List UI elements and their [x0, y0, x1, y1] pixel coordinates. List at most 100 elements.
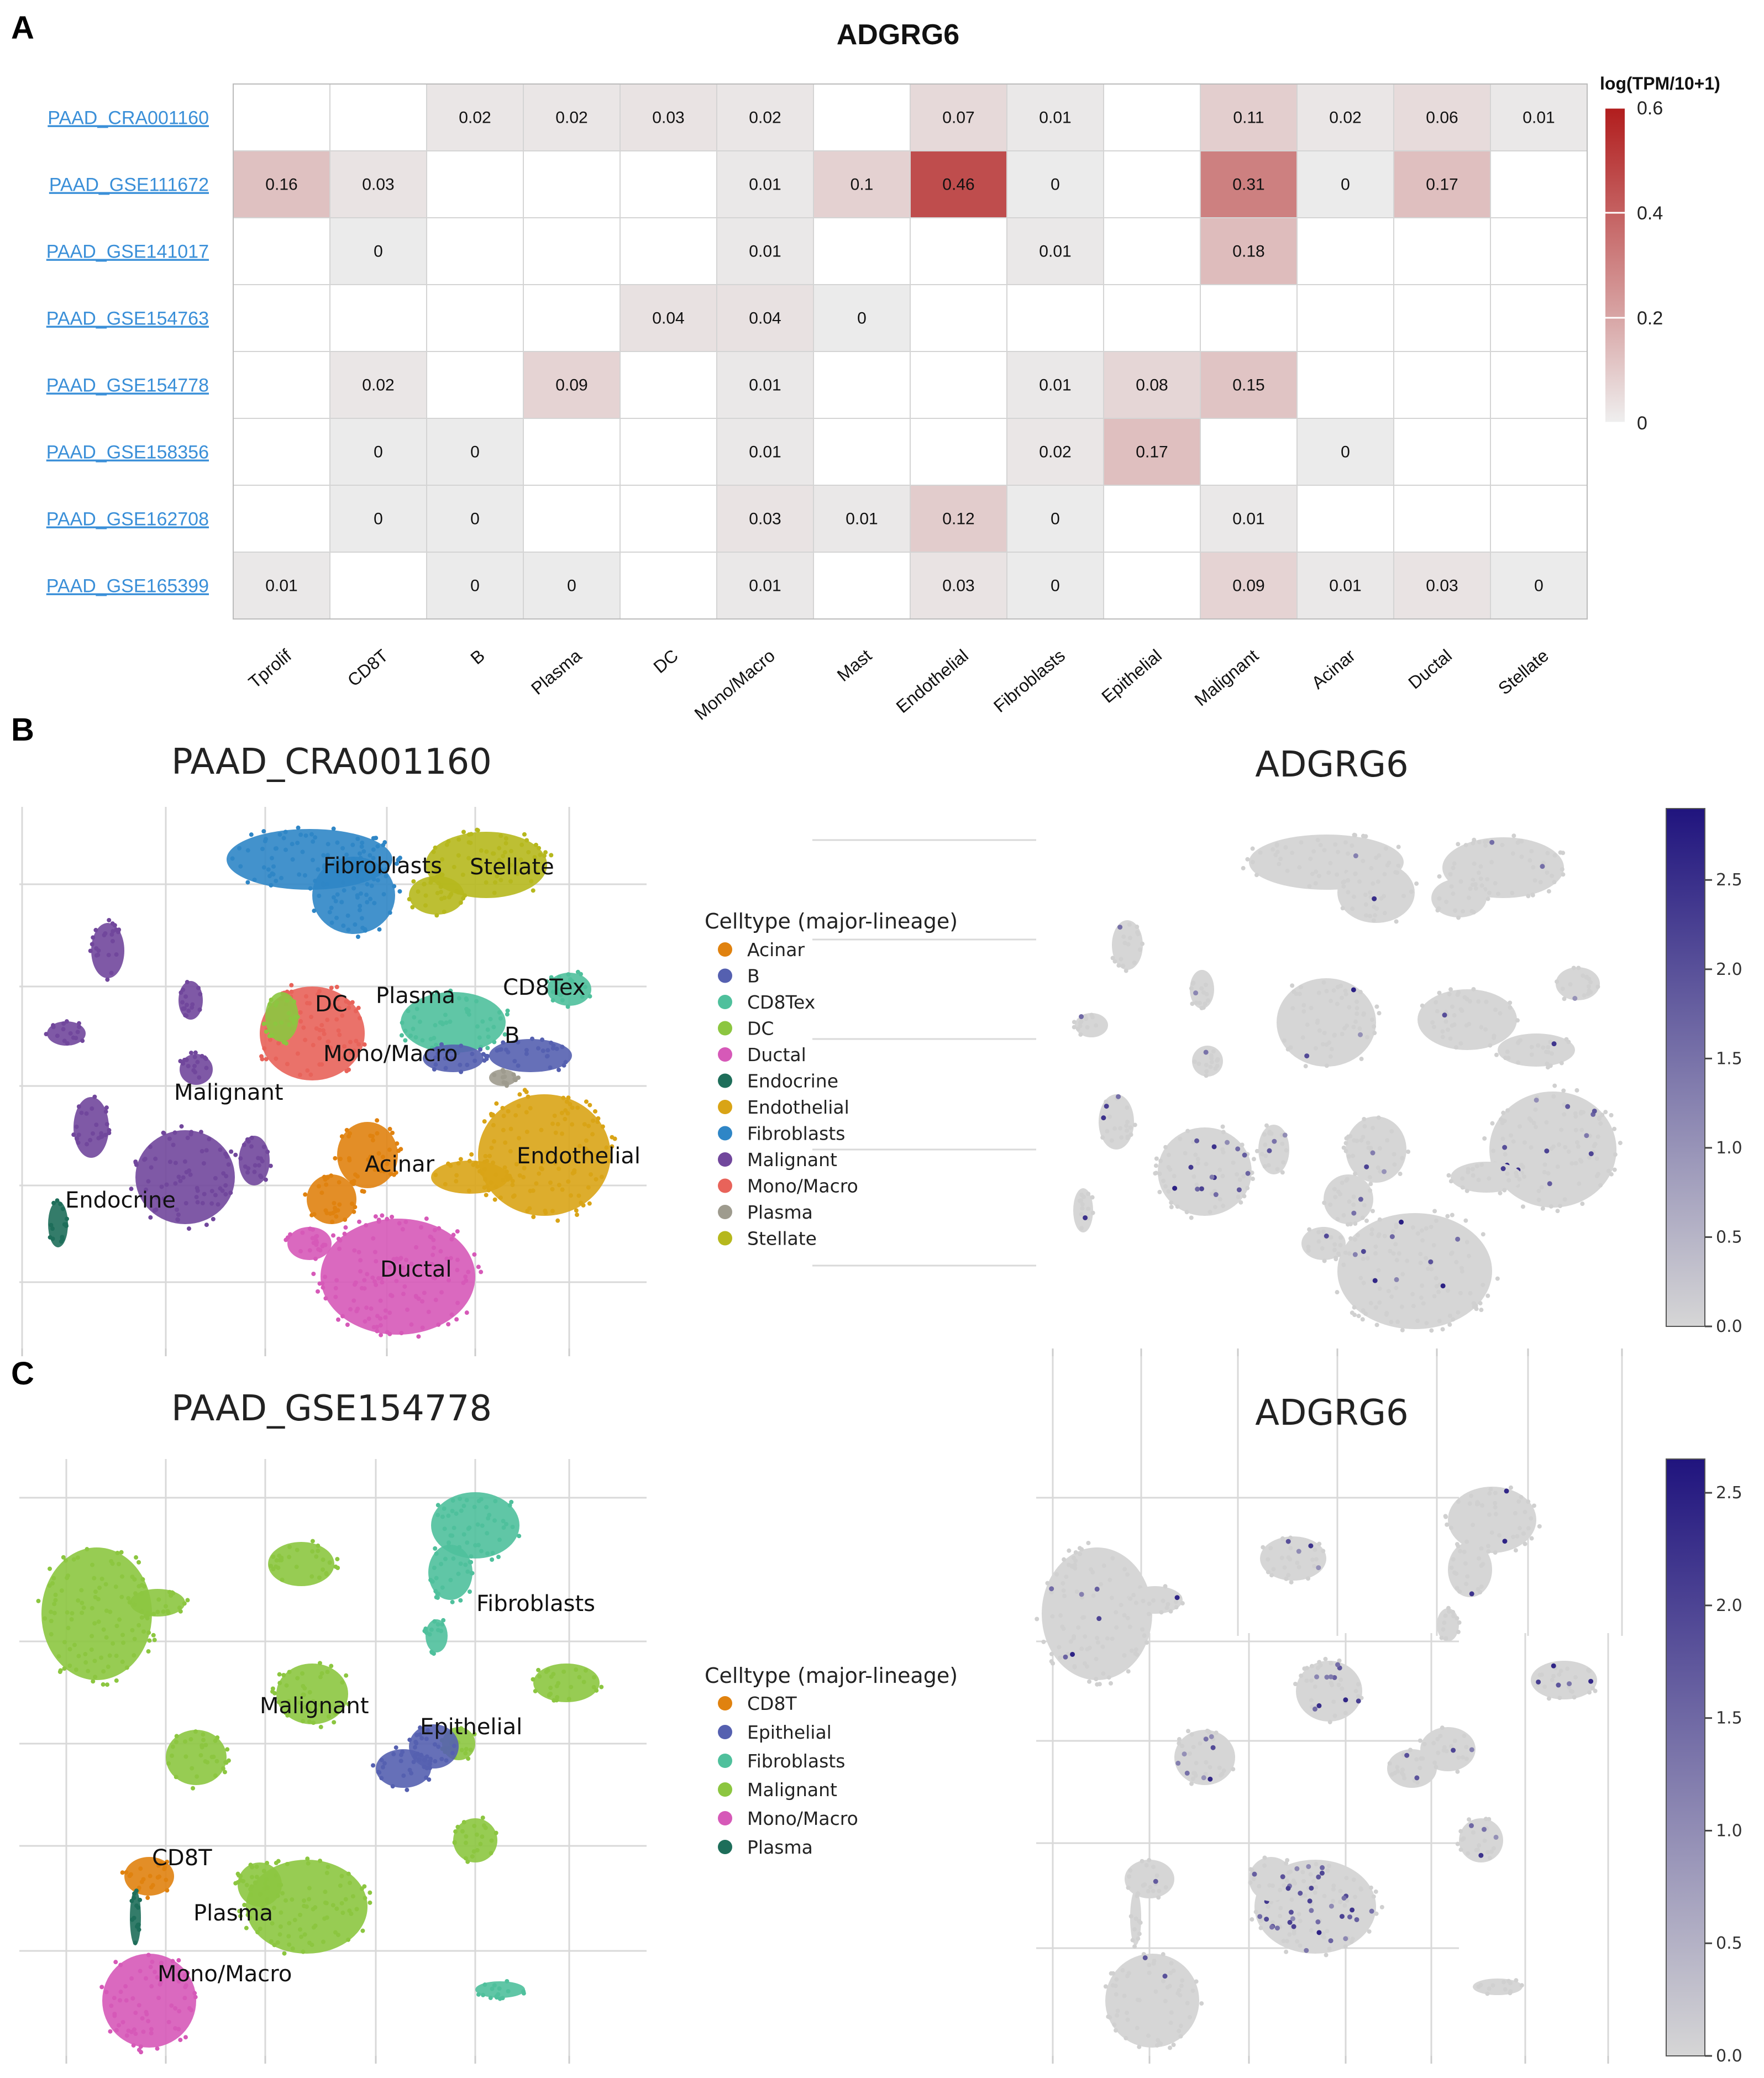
heatmap-row-label[interactable]: PAAD_GSE141017: [46, 242, 209, 263]
expression-cluster: [1277, 978, 1382, 1069]
heatmap-cell: [233, 485, 330, 553]
heatmap-cell: [813, 351, 911, 419]
heatmap-cell-value: 0: [1341, 443, 1350, 461]
umap-b-expr-gridlines: [812, 839, 1623, 1636]
heatmap-cell: [426, 485, 524, 553]
expr-b-colorbar-tick-label: 2.0: [1716, 960, 1742, 979]
heatmap-cell: [1490, 485, 1588, 553]
heatmap-cell: [1393, 351, 1491, 419]
cluster-label: Malignant: [174, 1080, 284, 1105]
umap-b-legend: Celltype (major-lineage) Acinar B CD8Tex DC…: [705, 909, 958, 1250]
heatmap-cell: [329, 552, 427, 620]
heatmap-cell: [1393, 418, 1491, 486]
heatmap-row-label[interactable]: PAAD_GSE162708: [46, 509, 209, 530]
heatmap-cell: [523, 485, 621, 553]
expr-b-colorbar-tick-label: 0.0: [1716, 1317, 1742, 1336]
heatmap-row-label[interactable]: PAAD_GSE154763: [46, 308, 209, 329]
cell-cluster: [469, 1088, 617, 1223]
heatmap-cell: [813, 217, 911, 285]
cell-cluster: [371, 1745, 433, 1792]
heatmap-row-label[interactable]: PAAD_GSE154778: [46, 375, 209, 396]
legend-item: Plasma: [747, 1201, 813, 1223]
legend-swatch: [718, 1811, 732, 1825]
heatmap-cell-value: 0.03: [1426, 577, 1458, 595]
heatmap-cell: [523, 351, 621, 419]
umap-b-legend-title: Celltype (major-lineage): [705, 909, 958, 933]
heatmap-column-label: Acinar: [1308, 646, 1359, 693]
expression-cluster: [1437, 1605, 1462, 1641]
heatmap-cell-value: 0.02: [1039, 443, 1071, 461]
heatmap-cell: [523, 217, 621, 285]
heatmap-cell: [233, 552, 330, 620]
cluster-label: Malignant: [260, 1693, 369, 1719]
legend-swatch: [718, 968, 732, 983]
legend-swatch: [718, 1205, 732, 1219]
expression-cluster: [1443, 1485, 1542, 1556]
heatmap-column-label: Mast: [833, 646, 875, 685]
heatmap-cell: [1296, 351, 1394, 419]
heatmap-cell: [1296, 217, 1394, 285]
cell-cluster: [284, 1226, 332, 1261]
heatmap-cell: [426, 150, 524, 218]
expression-cluster: [1127, 1584, 1185, 1617]
heatmap-cell: [523, 418, 621, 486]
heatmap-cell: [1490, 552, 1588, 620]
heatmap-column-label: Mono/Macro: [691, 646, 779, 724]
cell-cluster: [71, 1094, 112, 1158]
heatmap-cell-value: 0.02: [459, 109, 491, 127]
cluster-label: Acinar: [365, 1152, 435, 1177]
cell-cluster: [261, 992, 300, 1046]
heatmap-cell-value: 0.09: [555, 376, 587, 395]
legend-item: Fibroblasts: [747, 1123, 845, 1145]
umap-b-expression-plot: [1072, 832, 1623, 1333]
heatmap-cell: [910, 485, 1007, 553]
cluster-label: Fibroblasts: [323, 853, 442, 879]
heatmap-cell: [1200, 418, 1298, 486]
heatmap-cell-value: 0: [1051, 577, 1060, 595]
heatmap-cell-value: 0.02: [555, 109, 587, 127]
expression-cluster: [1431, 879, 1490, 920]
expression-cluster: [1494, 1033, 1575, 1070]
umap-c-cluster-labels: Fibroblasts Malignant Epithelial CD8T Plasma…: [152, 1591, 595, 1987]
heatmap-row-label[interactable]: PAAD_GSE158356: [46, 442, 209, 463]
cell-cluster: [312, 851, 402, 939]
heatmap-row-label[interactable]: PAAD_GSE111672: [49, 175, 209, 196]
legend-swatch: [718, 1021, 732, 1036]
heatmap-cell: [1006, 83, 1104, 151]
heatmap-row-label[interactable]: PAAD_CRA001160: [48, 108, 209, 129]
expression-cluster: [1192, 1046, 1223, 1078]
heatmap-cell-value: 0: [374, 443, 383, 461]
heatmap-cell: [1490, 150, 1588, 218]
heatmap-cell: [910, 217, 1007, 285]
heatmap-row-label[interactable]: PAAD_GSE165399: [46, 576, 209, 597]
heatmap-cell: [329, 351, 427, 419]
heatmap-cell: [910, 552, 1007, 620]
heatmap-cell-value: 0.04: [749, 309, 781, 328]
heatmap-cell-value: 0.01: [749, 176, 781, 194]
legend-item: Endocrine: [747, 1071, 838, 1092]
heatmap-cell: [1490, 284, 1588, 352]
heatmap-border: [233, 83, 1588, 620]
expression-cluster: [1455, 1817, 1503, 1862]
expression-cluster: [1293, 1656, 1364, 1724]
heatmap-column-label: Epithelial: [1098, 646, 1166, 707]
heatmap-cell: [1490, 217, 1588, 285]
heatmap-cell-value: 0.03: [652, 109, 684, 127]
cluster-label: B: [505, 1023, 519, 1048]
umap-c-expression-plot: [1035, 1485, 1598, 2050]
cell-cluster: [238, 1135, 273, 1185]
expression-cluster: [1335, 1209, 1500, 1333]
expression-cluster: [1448, 1539, 1492, 1597]
cluster-label: Ductal: [380, 1257, 452, 1282]
expression-cluster: [1125, 1857, 1174, 1900]
heatmap-cell: [813, 552, 911, 620]
umap-b-cluster-labels: Fibroblasts Stellate DC Plasma CD8Tex B Mono/M…: [65, 853, 641, 1282]
heatmap-cell-value: 0.01: [846, 510, 878, 528]
expression-cluster: [1337, 860, 1419, 924]
cell-cluster: [399, 988, 510, 1055]
heatmap-cell: [233, 418, 330, 486]
heatmap-cell: [716, 351, 814, 419]
cell-cluster: [48, 1198, 69, 1247]
heatmap-title: ADGRG6: [837, 19, 959, 51]
cell-cluster: [531, 1664, 604, 1703]
